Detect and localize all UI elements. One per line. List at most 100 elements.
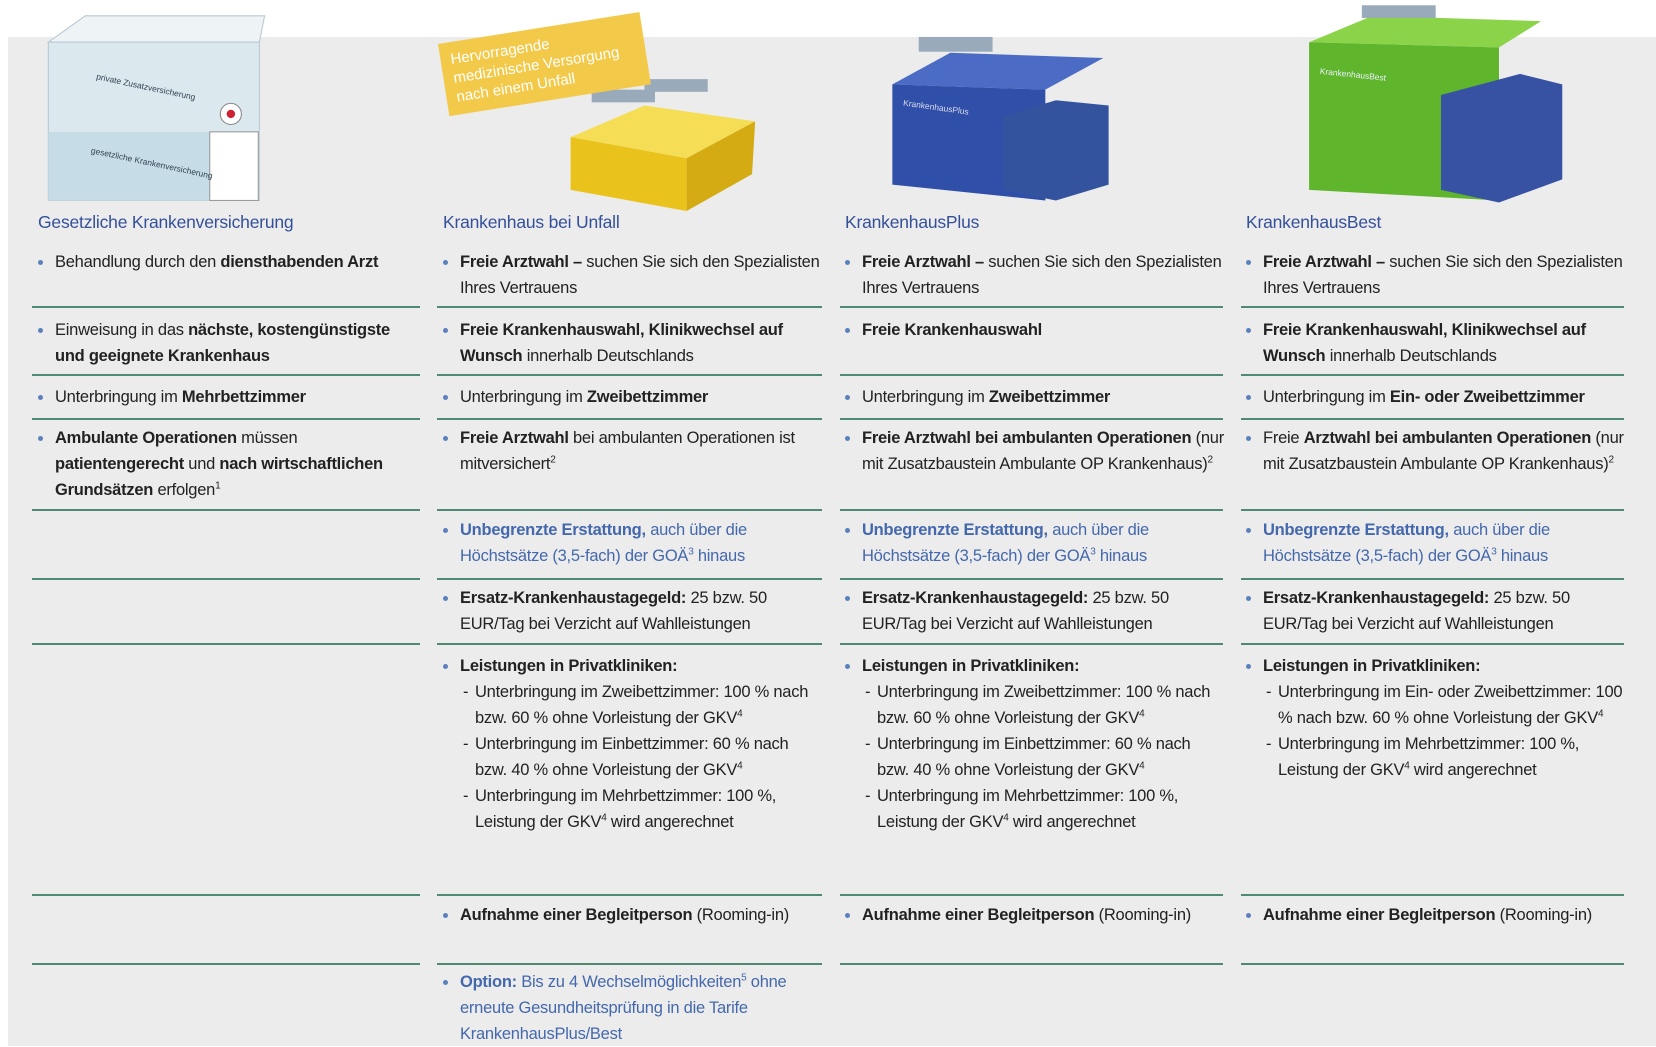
feature-item: Freie Arztwahl bei ambulanten Operatione… — [441, 425, 823, 477]
sub-item: Unterbringung im Mehrbettzimmer: 100 %, … — [460, 783, 823, 835]
feature-item: Behandlung durch den diensthabenden Arzt — [36, 249, 421, 275]
feature-item: Einweisung in das nächste, kostengünstig… — [36, 317, 421, 369]
sub-item: Unterbringung im Zweibettzimmer: 100 % n… — [862, 679, 1224, 731]
row-divider — [1241, 509, 1624, 511]
text-run: patientengerecht — [55, 455, 184, 473]
row-divider — [32, 643, 420, 645]
feature-item: Aufnahme einer Begleitperson (Rooming-in… — [1244, 902, 1625, 928]
text-run: Leistungen in Privatkliniken: — [1263, 657, 1481, 675]
feature-item: Unterbringung im Ein- oder Zweibettzimme… — [1244, 384, 1625, 410]
row-divider — [32, 418, 420, 420]
background-panel — [8, 37, 1656, 1046]
text-run: Freie Krankenhauswahl — [862, 321, 1042, 339]
text-run: Leistungen in Privatkliniken: — [862, 657, 1080, 675]
text-run: Leistungen in Privatkliniken: — [460, 657, 678, 675]
text-run: 4 — [737, 760, 743, 772]
text-run: 25 bzw. 50 EUR/Tag bei Verzicht auf Wahl… — [862, 589, 1169, 633]
text-run: auch über die Höchstsätze (3,5-fach) der… — [460, 521, 747, 565]
row-divider — [1241, 894, 1624, 896]
feature-item: Unbegrenzte Erstattung, auch über die Hö… — [441, 517, 823, 569]
feature-item: Leistungen in Privatkliniken: Unterbringu… — [1244, 653, 1625, 783]
row-divider — [437, 306, 822, 308]
text-run: Freie Arztwahl bei ambulanten Operatione… — [862, 429, 1192, 447]
text-run: Aufnahme einer Begleitperson — [1263, 906, 1496, 924]
feature-item: Leistungen in Privatkliniken: Unterbringu… — [441, 653, 823, 835]
text-run: nächste, kostengünstigste und geeignete … — [55, 321, 390, 365]
text-run: hinaus — [1095, 547, 1147, 565]
row-divider — [840, 894, 1223, 896]
text-run: Aufnahme einer Begleitperson — [862, 906, 1095, 924]
text-run: hinaus — [1496, 547, 1548, 565]
sub-item: Unterbringung im Mehrbettzimmer: 100 %, … — [1263, 731, 1625, 783]
text-run: 3 — [1090, 546, 1096, 558]
text-run: 3 — [1491, 546, 1497, 558]
sub-item: Unterbringung im Zweibettzimmer: 100 % n… — [460, 679, 823, 731]
text-run: Aufnahme einer Begleitperson — [460, 906, 693, 924]
text-run: (nur mit Zusatzbaustein Ambulante OP Kra… — [1263, 429, 1624, 473]
text-run: hinaus — [693, 547, 745, 565]
feature-item: Unterbringung im Mehrbettzimmer — [36, 384, 421, 410]
row-divider — [437, 578, 822, 580]
green-building: KrankenhausBest — [1309, 5, 1563, 203]
text-run: 1 — [215, 480, 221, 492]
text-run: Mehrbettzimmer — [181, 388, 306, 406]
text-run: Bis zu 4 Wechselmöglichkeiten — [516, 973, 742, 991]
text-run: (Rooming-in) — [1094, 906, 1192, 924]
column-title: Gesetzliche Krankenversicherung — [38, 212, 294, 232]
text-run: Ersatz-Krankenhaustagegeld: — [460, 589, 687, 607]
text-run: wird angerechnet — [1008, 813, 1136, 831]
row-divider — [840, 643, 1223, 645]
text-run: Unterbringung im — [1263, 388, 1390, 406]
row-divider — [840, 306, 1223, 308]
row-divider — [437, 418, 822, 420]
feature-item: Leistungen in Privatkliniken: Unterbringu… — [843, 653, 1224, 835]
text-run: 25 bzw. 50 EUR/Tag bei Verzicht auf Wahl… — [1263, 589, 1570, 633]
text-run: Ein- oder Zweibettzimmer — [1389, 388, 1585, 406]
feature-item: Unterbringung im Zweibettzimmer — [441, 384, 823, 410]
text-run: Unterbringung im Zweibettzimmer: 100 % n… — [877, 683, 1211, 727]
text-run: (Rooming-in) — [1495, 906, 1593, 924]
text-run: Unterbringung im Ein- oder Zweibettzimme… — [1278, 683, 1623, 727]
row-divider — [1241, 963, 1624, 965]
text-run: Freie — [1263, 429, 1304, 447]
row-divider — [1241, 374, 1624, 376]
row-divider — [840, 418, 1223, 420]
text-run: Unbegrenzte Erstattung, — [460, 521, 646, 539]
text-run: Freie Krankenhauswahl, Klinikwechsel auf… — [1263, 321, 1586, 365]
text-run: 4 — [1139, 760, 1145, 772]
text-run: 4 — [737, 708, 743, 720]
row-divider — [437, 643, 822, 645]
sub-item: Unterbringung im Ein- oder Zweibettzimme… — [1263, 679, 1625, 731]
column-title: KrankenhausBest — [1246, 212, 1382, 232]
text-run: 25 bzw. 50 EUR/Tag bei Verzicht auf Wahl… — [460, 589, 767, 633]
row-divider — [437, 963, 822, 965]
row-divider — [32, 894, 420, 896]
text-run: Ambulante Operationen — [55, 429, 237, 447]
text-run: 2 — [550, 454, 556, 466]
text-run: müssen — [236, 429, 298, 447]
text-run: Unbegrenzte Erstattung, — [862, 521, 1048, 539]
feature-item: Ersatz-Krankenhaustagegeld: 25 bzw. 50 E… — [441, 585, 823, 637]
text-run: Unterbringung im Mehrbettzimmer: 100 %, … — [475, 787, 777, 831]
row-divider — [437, 894, 822, 896]
blue-building: KrankenhausPlus — [892, 36, 1109, 201]
yellow-building — [570, 79, 756, 211]
text-run: Zweibettzimmer — [988, 388, 1111, 406]
feature-item: Freie Arztwahl – suchen Sie sich den Spe… — [843, 249, 1224, 301]
text-run: 2 — [1608, 454, 1614, 466]
row-divider — [32, 374, 420, 376]
text-run: Arztwahl bei ambulanten Operationen — [1303, 429, 1592, 447]
text-run: 3 — [688, 546, 694, 558]
feature-item: Freie Krankenhauswahl, Klinikwechsel auf… — [1244, 317, 1625, 369]
illustrations: private Zusatzversicherung gesetzliche K… — [46, 5, 1563, 211]
text-run: 4 — [1404, 760, 1410, 772]
text-run: Unterbringung im Einbettzimmer: 60 % nac… — [877, 735, 1191, 779]
column-title: KrankenhausPlus — [845, 212, 980, 232]
feature-item: Freie Arztwahl – suchen Sie sich den Spe… — [1244, 249, 1625, 301]
feature-item: Freie Arztwahl – suchen Sie sich den Spe… — [441, 249, 823, 301]
row-divider — [32, 578, 420, 580]
row-divider — [840, 509, 1223, 511]
text-run: Ersatz-Krankenhaustagegeld: — [862, 589, 1089, 607]
text-run: innerhalb Deutschlands — [522, 347, 694, 365]
